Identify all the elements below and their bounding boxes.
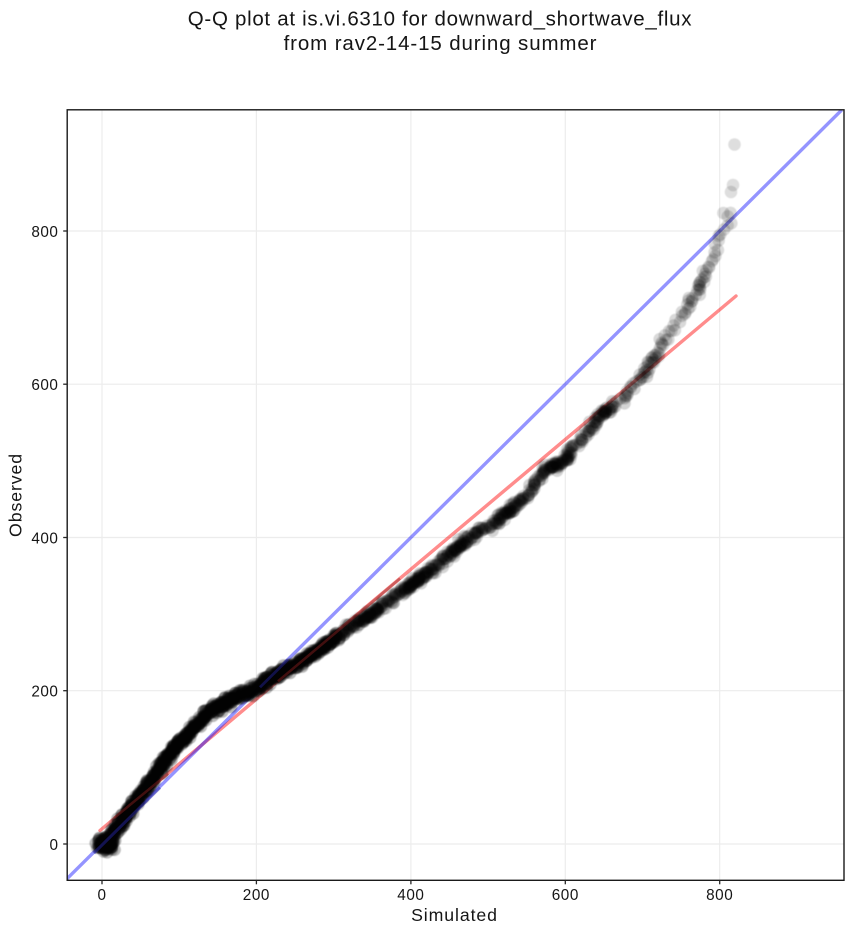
svg-text:0: 0 bbox=[49, 837, 58, 854]
svg-text:800: 800 bbox=[706, 887, 733, 904]
svg-text:400: 400 bbox=[397, 887, 424, 904]
svg-text:600: 600 bbox=[552, 887, 579, 904]
svg-text:Q-Q plot at is.vi.6310 for dow: Q-Q plot at is.vi.6310 for downward_shor… bbox=[188, 8, 692, 31]
svg-text:400: 400 bbox=[31, 530, 58, 547]
svg-text:from rav2-14-15 during summer: from rav2-14-15 during summer bbox=[284, 32, 598, 55]
svg-text:200: 200 bbox=[243, 887, 270, 904]
svg-text:0: 0 bbox=[97, 887, 106, 904]
svg-text:600: 600 bbox=[31, 377, 58, 394]
svg-text:800: 800 bbox=[31, 224, 58, 241]
svg-text:Simulated: Simulated bbox=[411, 905, 498, 925]
svg-text:200: 200 bbox=[31, 684, 58, 701]
svg-text:Observed: Observed bbox=[6, 453, 26, 537]
